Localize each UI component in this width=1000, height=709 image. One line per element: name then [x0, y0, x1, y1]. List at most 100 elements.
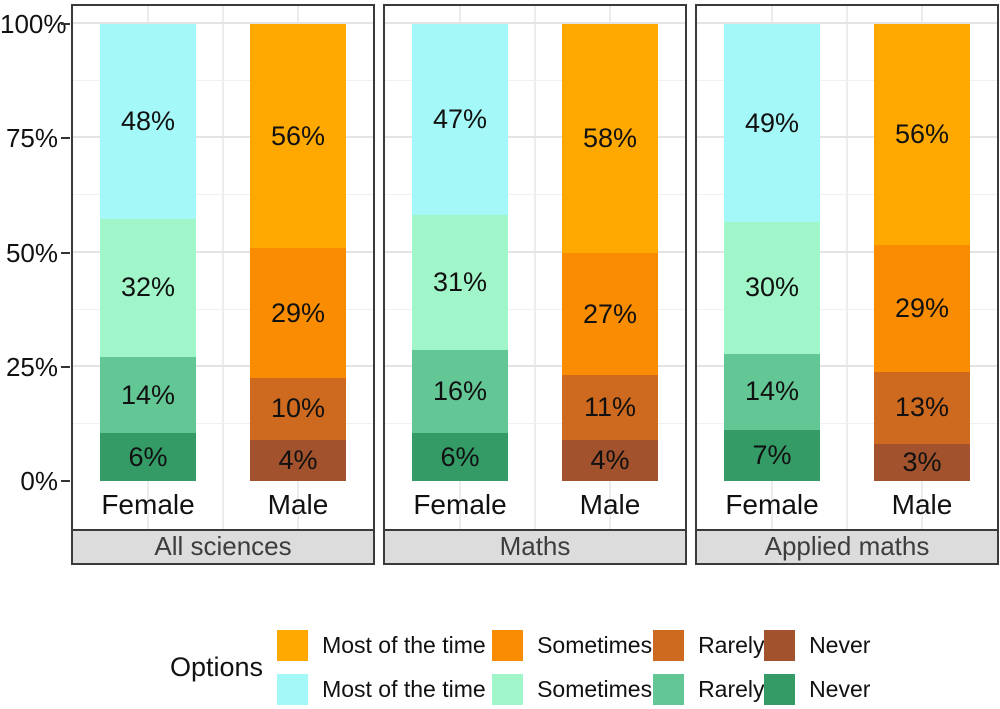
x-axis-labels: Female Male — [697, 481, 997, 529]
bar-slot: 47% 31% 16% 6% — [385, 24, 535, 481]
x-axis-label: Female — [413, 489, 507, 520]
bar-segment: 31% — [412, 215, 508, 351]
legend-label: Sometimes — [537, 632, 653, 658]
bar-segment-value: 31% — [432, 267, 488, 298]
bar-segment-value: 29% — [894, 292, 950, 323]
bar-segment: 29% — [874, 244, 970, 372]
bar-segment-value: 56% — [270, 120, 326, 151]
gridline-vertical — [846, 6, 848, 529]
bar-segment: 56% — [874, 24, 970, 245]
bar-segment: 13% — [874, 371, 970, 444]
legend-item: Most of the time — [277, 674, 492, 705]
gridline-horizontal — [385, 80, 685, 82]
legend-label: Never — [809, 632, 871, 658]
stacked-bar-male: 56% 29% 10% 4% — [250, 24, 346, 481]
bar-slot: 48% 32% 14% 6% — [73, 24, 223, 481]
bar-segment: 32% — [100, 218, 196, 358]
y-tick-label: 0% — [20, 466, 58, 496]
bar-segment-value: 56% — [894, 118, 950, 149]
panel-body: 47% 31% 16% 6% 58% 27% 11% 4% Female Male — [385, 6, 685, 529]
bar-slot: 56% 29% 10% 4% — [223, 24, 373, 481]
legend-items: Most of the time Sometimes Rarely Never Most… — [277, 630, 870, 705]
gridline-horizontal — [73, 250, 373, 253]
legend-swatch — [277, 630, 309, 661]
gridline-vertical — [534, 6, 536, 529]
bar-segment: 14% — [724, 353, 820, 430]
facet-panel: 49% 30% 14% 7% 56% 29% 13% 3% Female Male Applied … — [695, 4, 999, 565]
bar-segment: 3% — [874, 443, 970, 481]
y-tick-label: 50% — [5, 237, 58, 268]
gridline-horizontal — [73, 364, 373, 367]
bar-segment: 14% — [100, 357, 196, 434]
gridline-horizontal — [697, 250, 997, 253]
legend-label: Most of the time — [322, 632, 486, 658]
bar-segment: 56% — [250, 24, 346, 249]
bar-segment: 27% — [562, 253, 658, 375]
legend-item: Rarely — [653, 630, 765, 661]
y-tick-mark — [61, 251, 70, 254]
facet-strip: Maths — [385, 529, 685, 563]
legend-swatch — [764, 630, 796, 661]
bar-segment: 16% — [412, 350, 508, 434]
gridline-horizontal — [73, 194, 373, 196]
bar-segment: 30% — [724, 222, 820, 354]
bar-segment-value: 3% — [902, 446, 942, 477]
bars: 49% 30% 14% 7% 56% 29% 13% 3% — [697, 24, 997, 482]
bar-segment-value: 7% — [752, 439, 792, 470]
gridline-horizontal — [697, 194, 997, 196]
gridline-horizontal — [697, 308, 997, 310]
bar-segment: 10% — [250, 377, 346, 440]
panels: 48% 32% 14% 6% 56% 29% 10% 4% Female Male All scie… — [71, 4, 999, 565]
y-tick-label: 100% — [0, 9, 67, 39]
stacked-bar-female: 48% 32% 14% 6% — [100, 24, 196, 481]
gridline-horizontal — [697, 80, 997, 82]
gridline-vertical — [222, 6, 224, 529]
gridline-horizontal — [385, 250, 685, 253]
stacked-bar-female: 49% 30% 14% 7% — [724, 24, 820, 482]
legend-item: Sometimes — [492, 674, 653, 705]
facet-strip: All sciences — [73, 529, 373, 563]
bar-segment: 4% — [250, 439, 346, 481]
bar-segment-value: 6% — [128, 441, 168, 472]
panel-body: 49% 30% 14% 7% 56% 29% 13% 3% Female Male — [697, 6, 997, 529]
bar-segment: 47% — [412, 24, 508, 216]
bar-segment: 48% — [100, 24, 196, 219]
facet-strip: Applied maths — [697, 529, 997, 563]
bar-segment-value: 29% — [270, 297, 326, 328]
gridline-horizontal — [385, 422, 685, 424]
gridline-horizontal — [697, 136, 997, 139]
gridline-horizontal — [73, 308, 373, 310]
bar-segment-value: 27% — [582, 298, 638, 329]
x-axis-label: Female — [725, 489, 819, 520]
y-tick-mark — [61, 365, 70, 368]
gridline-horizontal — [697, 364, 997, 367]
bar-segment: 7% — [724, 429, 820, 482]
bar-segment: 11% — [562, 374, 658, 441]
stacked-bar-female: 47% 31% 16% 6% — [412, 24, 508, 481]
gridline-horizontal — [385, 136, 685, 139]
plot-area: 47% 31% 16% 6% 58% 27% 11% 4% — [385, 6, 685, 481]
legend-swatch — [277, 674, 309, 705]
legend-item: Sometimes — [492, 630, 653, 661]
gridline-horizontal — [385, 364, 685, 367]
bar-segment-value: 4% — [590, 445, 630, 476]
plot-area: 49% 30% 14% 7% 56% 29% 13% 3% — [697, 6, 997, 482]
facet-panel: 47% 31% 16% 6% 58% 27% 11% 4% Female Male Maths — [383, 4, 687, 565]
gridline-horizontal — [697, 422, 997, 424]
bar-slot: 58% 27% 11% 4% — [535, 24, 685, 481]
gridline-horizontal — [385, 194, 685, 196]
legend-label: Rarely — [698, 676, 765, 702]
bar-segment-value: 14% — [744, 376, 800, 407]
bar-segment: 6% — [100, 433, 196, 481]
bar-segment-value: 13% — [894, 392, 950, 423]
legend-swatch — [764, 674, 796, 705]
bar-segment-value: 58% — [582, 123, 638, 154]
y-axis: 0% 25% 50% 75% 100% — [0, 4, 70, 565]
bar-segment-value: 48% — [120, 105, 176, 136]
y-tick-mark — [61, 23, 70, 25]
bar-slot: 56% 29% 13% 3% — [847, 24, 997, 481]
bar-segment-value: 6% — [440, 441, 480, 472]
y-tick-label: 75% — [5, 123, 58, 154]
legend-swatch — [492, 630, 524, 661]
